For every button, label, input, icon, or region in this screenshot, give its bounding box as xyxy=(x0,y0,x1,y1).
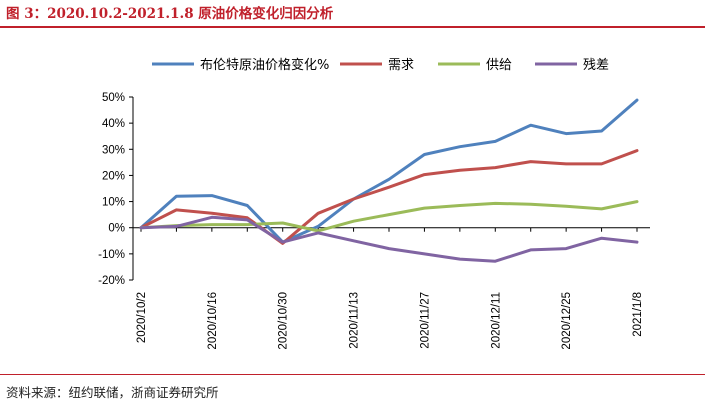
x-tick-label: 2020/11/27 xyxy=(419,292,431,349)
x-tick-label: 2020/11/13 xyxy=(349,292,361,349)
y-tick-label: -10% xyxy=(98,249,125,261)
plot-area xyxy=(139,98,639,263)
chart-legend: 布伦特原油价格变化% 需求 供给 残差 xyxy=(152,57,609,73)
y-tick-label: 20% xyxy=(102,170,125,182)
footer-divider xyxy=(0,374,705,375)
y-tick-label: 40% xyxy=(102,118,125,130)
title-underline xyxy=(0,26,705,28)
y-tick-label: 30% xyxy=(102,144,125,156)
y-tick-label: 0% xyxy=(108,223,125,235)
figure-title: 图 3：2020.10.2-2021.1.8 原油价格变化归因分析 xyxy=(6,6,334,22)
x-tick-label: 2020/12/25 xyxy=(561,292,573,350)
y-tick-label: -20% xyxy=(98,275,125,287)
legend-label: 需求 xyxy=(388,58,414,73)
series-line-2 xyxy=(139,149,639,245)
x-tick-label: 2020/12/11 xyxy=(490,292,502,349)
source-note: 资料来源：纽约联储，浙商证券研究所 xyxy=(6,385,219,400)
x-axis: 2020/10/2 2020/10/16 2020/10/30 2020/11/13 2… xyxy=(133,227,650,350)
y-tick-label: 10% xyxy=(102,197,125,209)
series-line-3 xyxy=(139,200,639,233)
legend-label: 布伦特原油价格变化% xyxy=(200,57,329,73)
legend-label: 供给 xyxy=(486,58,512,73)
y-axis: 50% 40% 30% 20% 10% 0% -10% -20% xyxy=(98,92,134,287)
x-tick-label: 2020/10/2 xyxy=(136,292,148,343)
series-line-1 xyxy=(139,98,639,244)
series-line-4 xyxy=(139,215,639,263)
y-tick-label: 50% xyxy=(102,92,125,104)
x-tick-label: 2020/10/30 xyxy=(278,292,290,350)
x-tick-label: 2020/10/16 xyxy=(207,292,219,350)
legend-label: 残差 xyxy=(583,58,609,73)
x-tick-label: 2021/1/8 xyxy=(632,292,644,337)
